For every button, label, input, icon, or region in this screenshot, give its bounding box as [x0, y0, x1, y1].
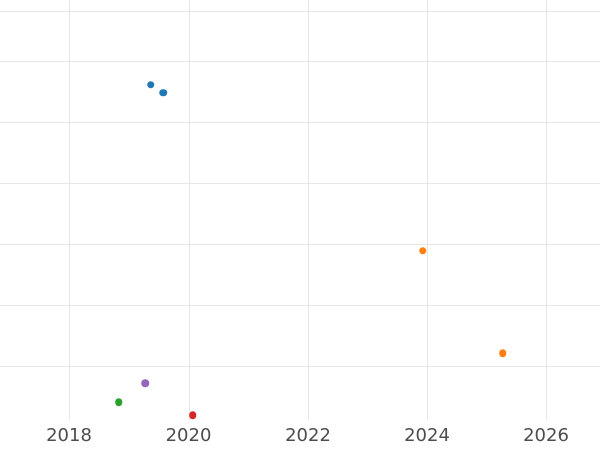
gridline-vertical [188, 0, 190, 420]
gridline-horizontal [0, 183, 600, 184]
data-point-green [114, 398, 123, 407]
data-point-blue [159, 88, 167, 97]
data-point-orange [418, 246, 427, 255]
gridline-horizontal [0, 11, 600, 12]
gridline-vertical [427, 0, 428, 420]
x-tick-label: 2024 [404, 425, 450, 446]
x-tick-label: 2026 [523, 425, 569, 446]
data-point-blue [146, 80, 155, 89]
x-tick-label: 2022 [285, 425, 331, 446]
x-tick-label: 2020 [165, 425, 212, 446]
data-point-purple [141, 379, 150, 388]
x-tick-label: 2018 [46, 425, 92, 446]
gridline-horizontal [0, 366, 600, 367]
gridline-vertical [69, 0, 70, 420]
data-point-orange [498, 349, 507, 357]
gridline-horizontal [0, 244, 600, 245]
gridline-vertical [546, 0, 547, 420]
gridline-horizontal [0, 122, 600, 123]
gridline-vertical [308, 0, 309, 420]
gridline-horizontal [0, 305, 600, 306]
gridline-horizontal [0, 61, 600, 62]
data-point-red [189, 411, 197, 420]
